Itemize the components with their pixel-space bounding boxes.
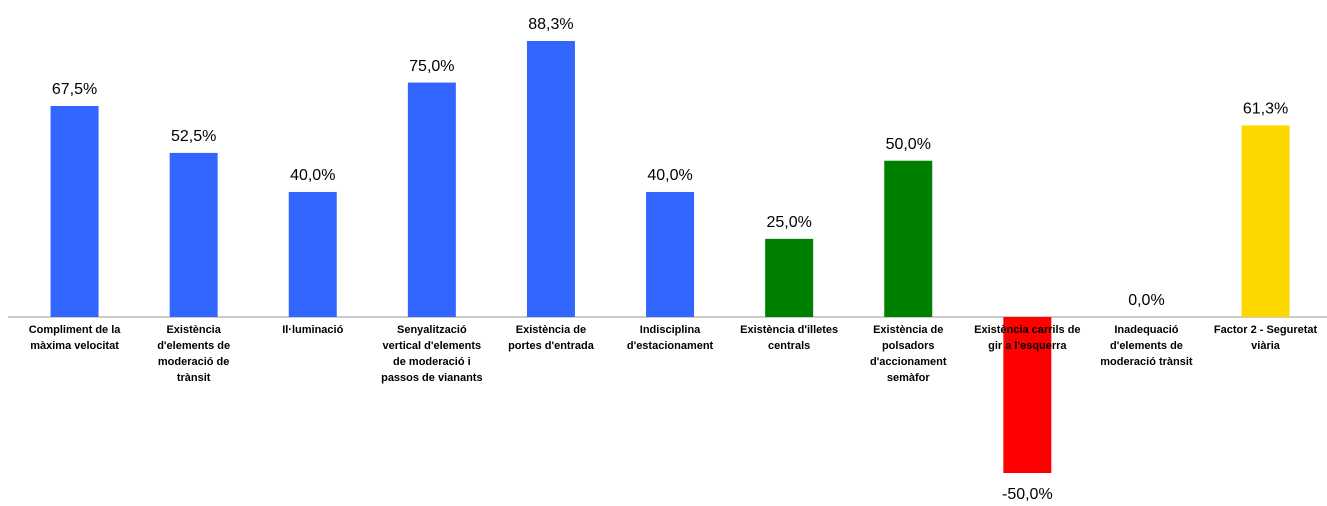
value-label: -50,0% <box>1002 486 1053 503</box>
x-tick-label: Inadequació d'elements de moderació trànsi… <box>1100 324 1193 368</box>
value-label: 75,0% <box>409 58 454 75</box>
x-tick-label: Senyalització vertical d'elements de moder… <box>381 324 483 384</box>
x-tick-label: Existència d'illetes centrals <box>740 324 838 352</box>
bar <box>526 41 575 317</box>
bar <box>288 191 337 317</box>
value-label: 52,5% <box>171 128 216 145</box>
value-label: 40,0% <box>290 167 335 184</box>
value-label: 67,5% <box>52 81 97 98</box>
value-label: 40,0% <box>647 167 692 184</box>
x-tick-label: Indisciplina d'estacionament <box>627 324 714 352</box>
x-tick-label: Existència de polsadors d'accionament semàf… <box>870 324 947 384</box>
x-tick-label: Existència de portes d'entrada <box>508 324 595 352</box>
bar <box>169 152 218 317</box>
bar <box>407 82 456 317</box>
x-tick-label: Factor 2 - Seguretat viària <box>1214 324 1318 352</box>
value-label: 0,0% <box>1128 292 1164 309</box>
bar <box>765 238 814 317</box>
value-label: 25,0% <box>766 214 811 231</box>
bar <box>646 191 695 317</box>
x-tick-label: Il·luminació <box>282 324 343 336</box>
value-label: 61,3% <box>1243 101 1288 118</box>
x-tick-label: Existència d'elements de moderació de tràns… <box>157 324 230 384</box>
value-label: 50,0% <box>886 136 931 153</box>
x-tick-label: Compliment de la màxima velocitat <box>29 324 122 352</box>
bar <box>1241 125 1290 318</box>
value-label: 88,3% <box>528 16 573 33</box>
bar <box>50 106 99 317</box>
bar <box>884 160 933 317</box>
bar <box>1003 317 1052 473</box>
x-tick-label: Existència carrils de gir a l'esquerra <box>974 324 1080 352</box>
